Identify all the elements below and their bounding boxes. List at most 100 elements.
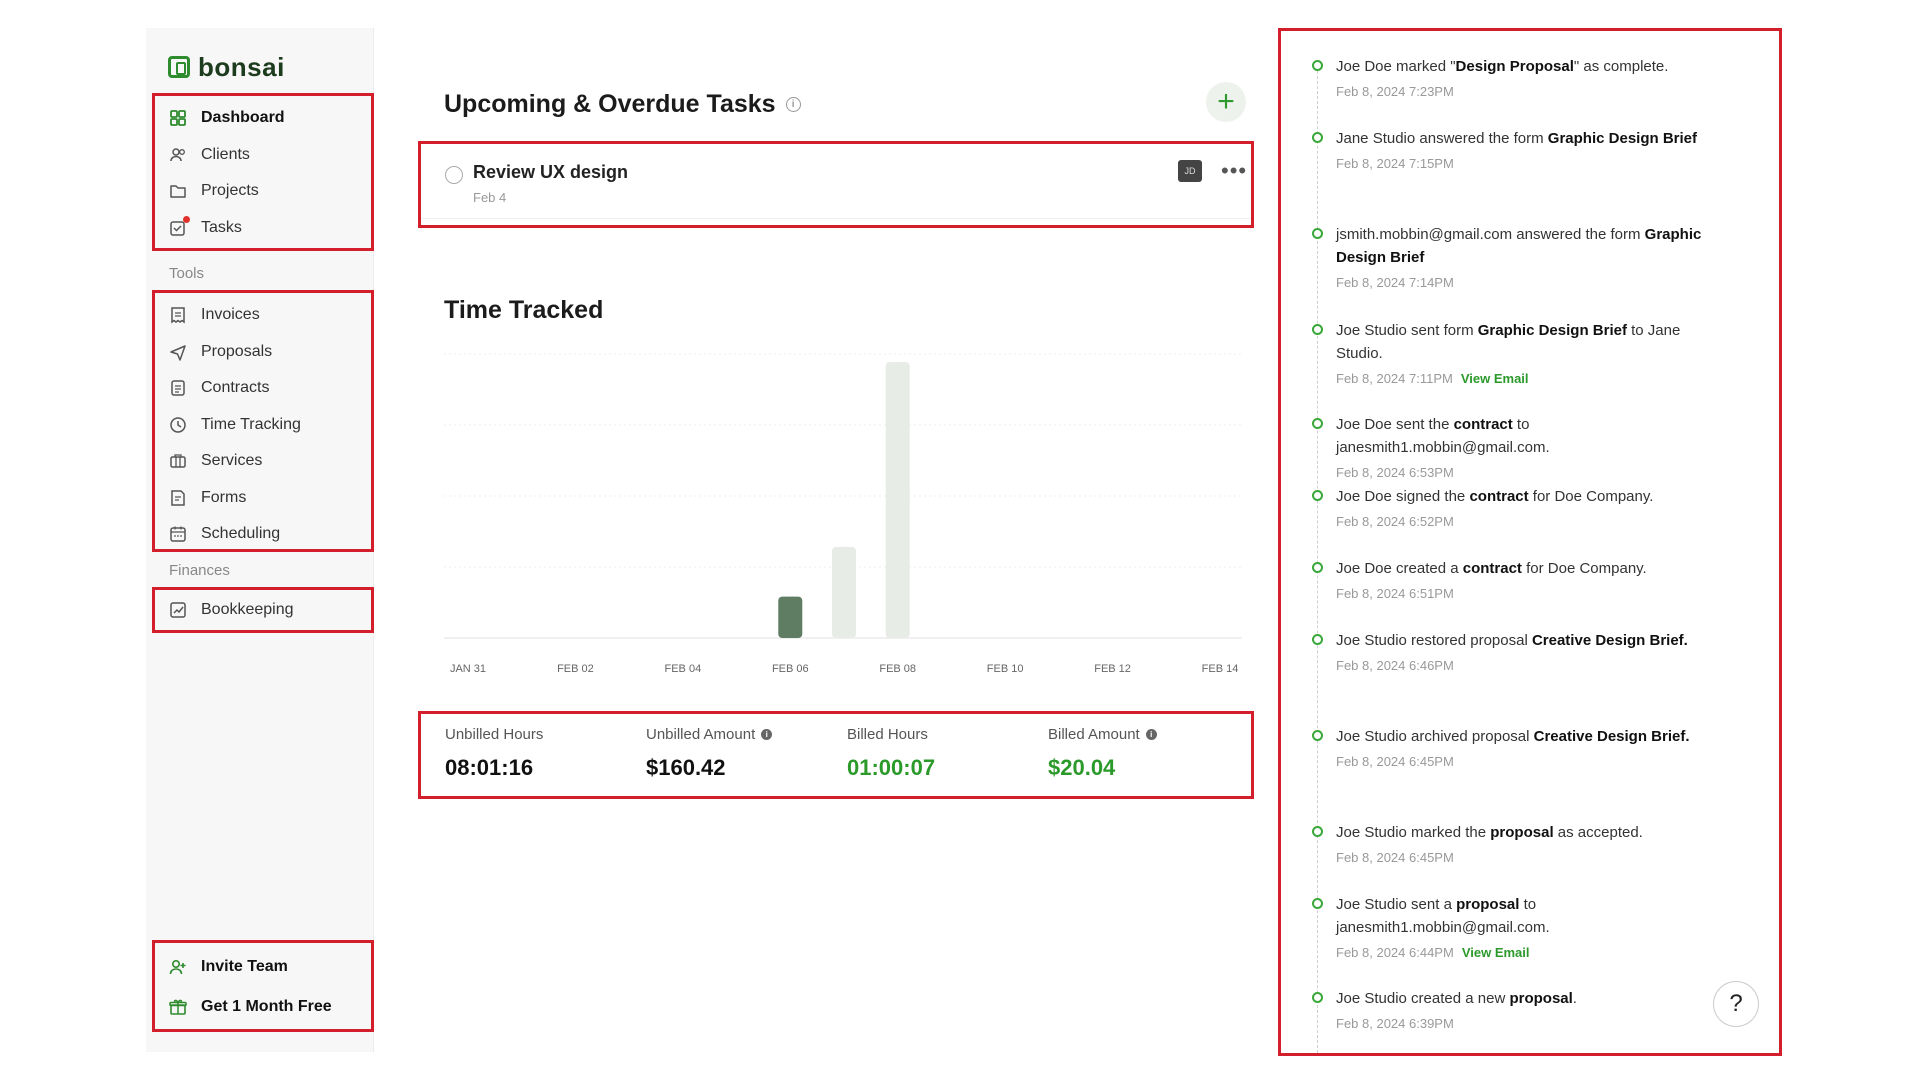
task-date: Feb 4 bbox=[473, 190, 507, 205]
activity-timestamp-text: Feb 8, 2024 6:45PM bbox=[1336, 850, 1454, 865]
task-assignee-avatar[interactable]: JD bbox=[1178, 160, 1202, 182]
activity-timestamp-text: Feb 8, 2024 7:15PM bbox=[1336, 156, 1454, 171]
stat-label-text: Billed Amount bbox=[1048, 726, 1140, 743]
activity-entity: proposal bbox=[1509, 990, 1573, 1007]
activity-text: Joe Doe created a contract for Doe Compa… bbox=[1336, 557, 1706, 580]
x-tick-label: FEB 04 bbox=[665, 663, 702, 675]
activity-text-part: Joe Doe marked " bbox=[1336, 58, 1456, 75]
activity-text: Joe Doe sent the contract to janesmith1.… bbox=[1336, 413, 1706, 459]
stat-label: Billed Hours bbox=[847, 726, 935, 743]
sidebar-item-proposals[interactable]: Proposals bbox=[155, 334, 371, 371]
activity-timestamp-text: Feb 8, 2024 6:53PM bbox=[1336, 465, 1454, 480]
activity-entity: proposal bbox=[1456, 896, 1520, 913]
time-tracked-chart-svg: JAN 31 FEB 02 FEB 04 FEB 06 FEB 08 FEB 10 FEB … bbox=[444, 353, 1242, 675]
activity-timestamp: Feb 8, 2024 6:46PM bbox=[1336, 658, 1454, 673]
stat-label: Billed Amount i bbox=[1048, 726, 1157, 743]
stat-value: $160.42 bbox=[646, 755, 726, 780]
stat-label: Unbilled Amount i bbox=[646, 726, 773, 743]
sidebar-item-dashboard[interactable]: Dashboard bbox=[155, 100, 371, 137]
sidebar-item-time-tracking[interactable]: Time Tracking bbox=[155, 407, 371, 444]
sidebar-item-projects[interactable]: Projects bbox=[155, 173, 371, 210]
sidebar-item-get-1-month-free[interactable]: Get 1 Month Free bbox=[155, 987, 371, 1027]
activity-entity: contract bbox=[1462, 560, 1522, 577]
info-icon[interactable]: i bbox=[1145, 729, 1157, 740]
activity-entity: Creative Design Brief. bbox=[1531, 632, 1688, 649]
view-email-link[interactable]: View Email bbox=[1461, 945, 1530, 960]
activity-timestamp: Feb 8, 2024 6:45PM bbox=[1336, 754, 1454, 769]
activity-timestamp: Feb 8, 2024 6:39PM bbox=[1336, 1016, 1454, 1031]
invoice-icon bbox=[169, 306, 187, 324]
activity-text-part: Joe Doe signed the bbox=[1336, 488, 1470, 505]
activity-entity: Graphic Design Brief bbox=[1547, 130, 1697, 147]
stat-value: 08:01:16 bbox=[445, 755, 534, 780]
sidebar-item-label: Scheduling bbox=[201, 525, 281, 543]
activity-timestamp-text: Feb 8, 2024 6:45PM bbox=[1336, 754, 1454, 769]
folder-icon bbox=[169, 182, 187, 200]
add-task-button[interactable]: + bbox=[1206, 82, 1246, 122]
send-icon bbox=[169, 343, 187, 361]
stat-value: $20.04 bbox=[1048, 755, 1116, 780]
x-tick-label: FEB 06 bbox=[772, 663, 809, 675]
stat-value: 01:00:07 bbox=[847, 755, 936, 780]
sidebar-item-invoices[interactable]: Invoices bbox=[155, 297, 371, 334]
x-tick-label: FEB 14 bbox=[1202, 663, 1239, 675]
activity-text-part: to janesmith1.mobbin@gmail.com. bbox=[1336, 416, 1550, 456]
brand-logo[interactable]: bonsai bbox=[168, 52, 285, 82]
sidebar-item-contracts[interactable]: Contracts bbox=[155, 370, 371, 407]
sidebar bbox=[146, 28, 374, 1052]
activity-text: Joe Studio created a new proposal. bbox=[1336, 987, 1706, 1010]
timeline-dot-icon bbox=[1312, 228, 1323, 239]
task-checkbox[interactable] bbox=[445, 166, 463, 184]
activity-text-part: Joe Studio sent form bbox=[1336, 322, 1478, 339]
info-icon[interactable]: i bbox=[785, 97, 801, 112]
stat-label: Unbilled Hours bbox=[445, 726, 543, 743]
sidebar-item-label: Projects bbox=[201, 182, 259, 200]
task-title[interactable]: Review UX design bbox=[473, 162, 629, 182]
tools-section-label: Tools bbox=[169, 265, 205, 282]
sidebar-item-label: Services bbox=[201, 452, 263, 470]
help-button[interactable]: ? bbox=[1713, 981, 1759, 1027]
activity-feed: Joe Doe marked "Design Proposal" as comp… bbox=[1278, 28, 1782, 1056]
sidebar-item-clients[interactable]: Clients bbox=[155, 137, 371, 174]
timeline-dot-icon bbox=[1312, 562, 1323, 573]
view-email-link[interactable]: View Email bbox=[1460, 371, 1529, 386]
more-options-icon[interactable]: ••• bbox=[1221, 158, 1248, 183]
gift-icon bbox=[169, 998, 187, 1016]
sidebar-item-label: Contracts bbox=[201, 379, 270, 397]
sidebar-item-services[interactable]: Services bbox=[155, 443, 371, 480]
activity-text: jsmith.mobbin@gmail.com answered the for… bbox=[1336, 223, 1706, 269]
activity-timestamp-text: Feb 8, 2024 6:51PM bbox=[1336, 586, 1454, 601]
sidebar-item-forms[interactable]: Forms bbox=[155, 480, 371, 517]
activity-text-part: Joe Studio marked the bbox=[1336, 824, 1491, 841]
sidebar-item-bookkeeping[interactable]: Bookkeeping bbox=[155, 592, 371, 629]
activity-timestamp: Feb 8, 2024 6:53PM bbox=[1336, 465, 1454, 480]
time-tracked-chart: JAN 31 FEB 02 FEB 04 FEB 06 FEB 08 FEB 10 FEB … bbox=[440, 350, 1246, 680]
activity-timestamp: Feb 8, 2024 6:51PM bbox=[1336, 586, 1454, 601]
sidebar-item-tasks[interactable]: Tasks bbox=[155, 210, 371, 247]
activity-text-part: Joe Doe sent the bbox=[1336, 416, 1454, 433]
activity-text: Joe Doe marked "Design Proposal" as comp… bbox=[1336, 55, 1706, 78]
timeline-dot-icon bbox=[1312, 992, 1323, 1003]
activity-timestamp-text: Feb 8, 2024 6:46PM bbox=[1336, 658, 1454, 673]
task-divider bbox=[421, 218, 1251, 219]
chart-icon bbox=[169, 601, 187, 619]
activity-text-part: to Jane Studio. bbox=[1336, 322, 1681, 362]
info-icon[interactable]: i bbox=[761, 729, 773, 740]
activity-entity: Creative Design Brief. bbox=[1533, 728, 1690, 745]
activity-timestamp: Feb 8, 2024 6:45PM bbox=[1336, 850, 1454, 865]
sidebar-item-scheduling[interactable]: Scheduling bbox=[155, 516, 371, 553]
stat-billed-amount: Billed Amount i $20.04 bbox=[1048, 726, 1157, 781]
activity-text-part: Joe Doe created a bbox=[1336, 560, 1463, 577]
activity-timestamp: Feb 8, 2024 7:23PM bbox=[1336, 84, 1454, 99]
x-tick-label: FEB 02 bbox=[557, 663, 594, 675]
tasks-title: Upcoming & Overdue Tasks i bbox=[444, 90, 801, 119]
timeline-dot-icon bbox=[1312, 730, 1323, 741]
document-icon bbox=[169, 379, 187, 397]
sidebar-item-invite-team[interactable]: Invite Team bbox=[155, 947, 371, 987]
activity-text-part: as accepted. bbox=[1553, 824, 1643, 841]
chart-bar bbox=[885, 362, 910, 638]
activity-timestamp: Feb 8, 2024 7:14PM bbox=[1336, 275, 1454, 290]
activity-text: Joe Studio restored proposal Creative De… bbox=[1336, 629, 1706, 652]
activity-text-part: for Doe Company. bbox=[1521, 560, 1647, 577]
user-plus-icon bbox=[169, 958, 187, 976]
